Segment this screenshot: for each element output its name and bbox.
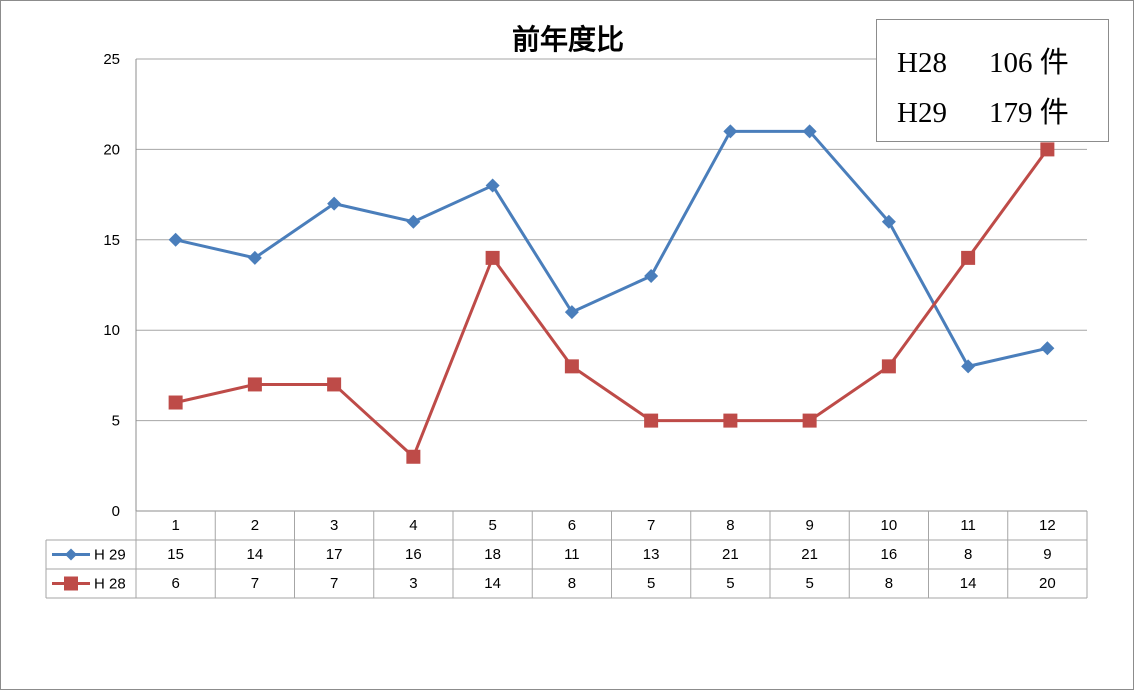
marker-square — [802, 413, 817, 428]
data-table: 1 2 3 4 5 6 7 8 9 10 11 12H 29 15 14 17 16 18 11 13 21 21 16 8… — [45, 510, 1088, 599]
table-cell-value: 13 — [643, 546, 660, 563]
table-cell-value: 14 — [960, 575, 977, 592]
table-cell-value: 5 — [805, 575, 813, 592]
table-cell-value: 21 — [801, 546, 818, 563]
table-cell-value: 15 — [167, 546, 184, 563]
table-cell-value: 16 — [881, 546, 898, 563]
marker-square — [564, 359, 579, 374]
marker-square — [1040, 142, 1055, 157]
marker-diamond — [961, 359, 976, 374]
y-tick-label: 10 — [103, 322, 120, 339]
chart-title: 前年度比 — [512, 23, 624, 56]
table-cell-value: 6 — [171, 575, 179, 592]
y-tick-label: 15 — [103, 232, 120, 249]
y-axis: 0 5 10 15 20 25 — [103, 51, 137, 520]
marker-square — [644, 413, 659, 428]
marker-diamond — [247, 250, 262, 265]
table-cell-value: 20 — [1039, 575, 1056, 592]
summary-value: 179 件 — [989, 97, 1069, 129]
marker-diamond — [168, 232, 183, 247]
marker-square — [881, 359, 896, 374]
table-cell-value: 9 — [1043, 546, 1051, 563]
series-markers — [168, 124, 1055, 464]
y-tick-label: 5 — [112, 413, 120, 430]
x-tick-label: 10 — [881, 517, 898, 534]
x-tick-label: 11 — [960, 517, 976, 534]
summary-row-h29: H29 179 件 — [897, 88, 1108, 138]
legend-label: H 28 — [94, 576, 126, 593]
legend-label: H 29 — [94, 547, 126, 564]
series-line — [175, 148, 1049, 459]
marker-diamond — [881, 214, 896, 229]
series-line — [175, 129, 1048, 368]
marker-diamond — [564, 305, 579, 320]
summary-label: H29 — [897, 97, 947, 129]
marker-square — [247, 377, 262, 392]
x-tick-label: 5 — [488, 517, 496, 534]
marker-diamond — [644, 268, 659, 283]
y-tick-label: 25 — [103, 51, 120, 68]
table-cell-value: 7 — [251, 575, 259, 592]
marker-square — [327, 377, 342, 392]
table-cell-value: 5 — [726, 575, 734, 592]
marker-diamond — [65, 548, 77, 561]
x-tick-label: 1 — [171, 517, 179, 534]
marker-diamond — [1040, 341, 1055, 356]
summary-box: H28 106 件 H29 179 件 — [876, 19, 1109, 142]
marker-diamond — [723, 124, 738, 139]
series-lines — [175, 129, 1049, 459]
summary-value: 106 件 — [989, 47, 1069, 79]
table-cell-value: 11 — [564, 546, 580, 563]
x-tick-label: 7 — [647, 517, 655, 534]
summary-row-h28: H28 106 件 — [897, 38, 1108, 88]
y-tick-label: 0 — [112, 503, 120, 520]
x-tick-label: 3 — [330, 517, 338, 534]
marker-square — [168, 395, 183, 410]
table-cell-value: 14 — [247, 546, 264, 563]
table-cell-value: 21 — [722, 546, 739, 563]
marker-square — [485, 250, 500, 265]
table-cell-value: 8 — [964, 546, 972, 563]
marker-diamond — [406, 214, 421, 229]
x-tick-label: 4 — [409, 517, 417, 534]
x-tick-label: 6 — [568, 517, 576, 534]
table-cell-value: 3 — [409, 575, 417, 592]
grid-lines — [136, 58, 1087, 422]
table-cell-value: 8 — [568, 575, 576, 592]
summary-label: H28 — [897, 47, 947, 79]
table-cell-value: 14 — [484, 575, 501, 592]
y-tick-label: 20 — [103, 141, 120, 158]
table-cell-value: 17 — [326, 546, 343, 563]
table-cell-value: 7 — [330, 575, 338, 592]
marker-square — [64, 576, 78, 591]
table-cell-value: 18 — [484, 546, 501, 563]
x-tick-label: 9 — [805, 517, 813, 534]
marker-diamond — [485, 178, 500, 193]
marker-diamond — [802, 124, 817, 139]
x-tick-label: 12 — [1039, 517, 1056, 534]
x-tick-label: 8 — [726, 517, 734, 534]
table-cell-value: 5 — [647, 575, 655, 592]
table-cell-value: 16 — [405, 546, 422, 563]
marker-square — [723, 413, 738, 428]
table-cell-value: 8 — [885, 575, 893, 592]
x-tick-label: 2 — [251, 517, 259, 534]
marker-square — [406, 449, 421, 464]
marker-diamond — [327, 196, 342, 211]
marker-square — [961, 250, 976, 265]
